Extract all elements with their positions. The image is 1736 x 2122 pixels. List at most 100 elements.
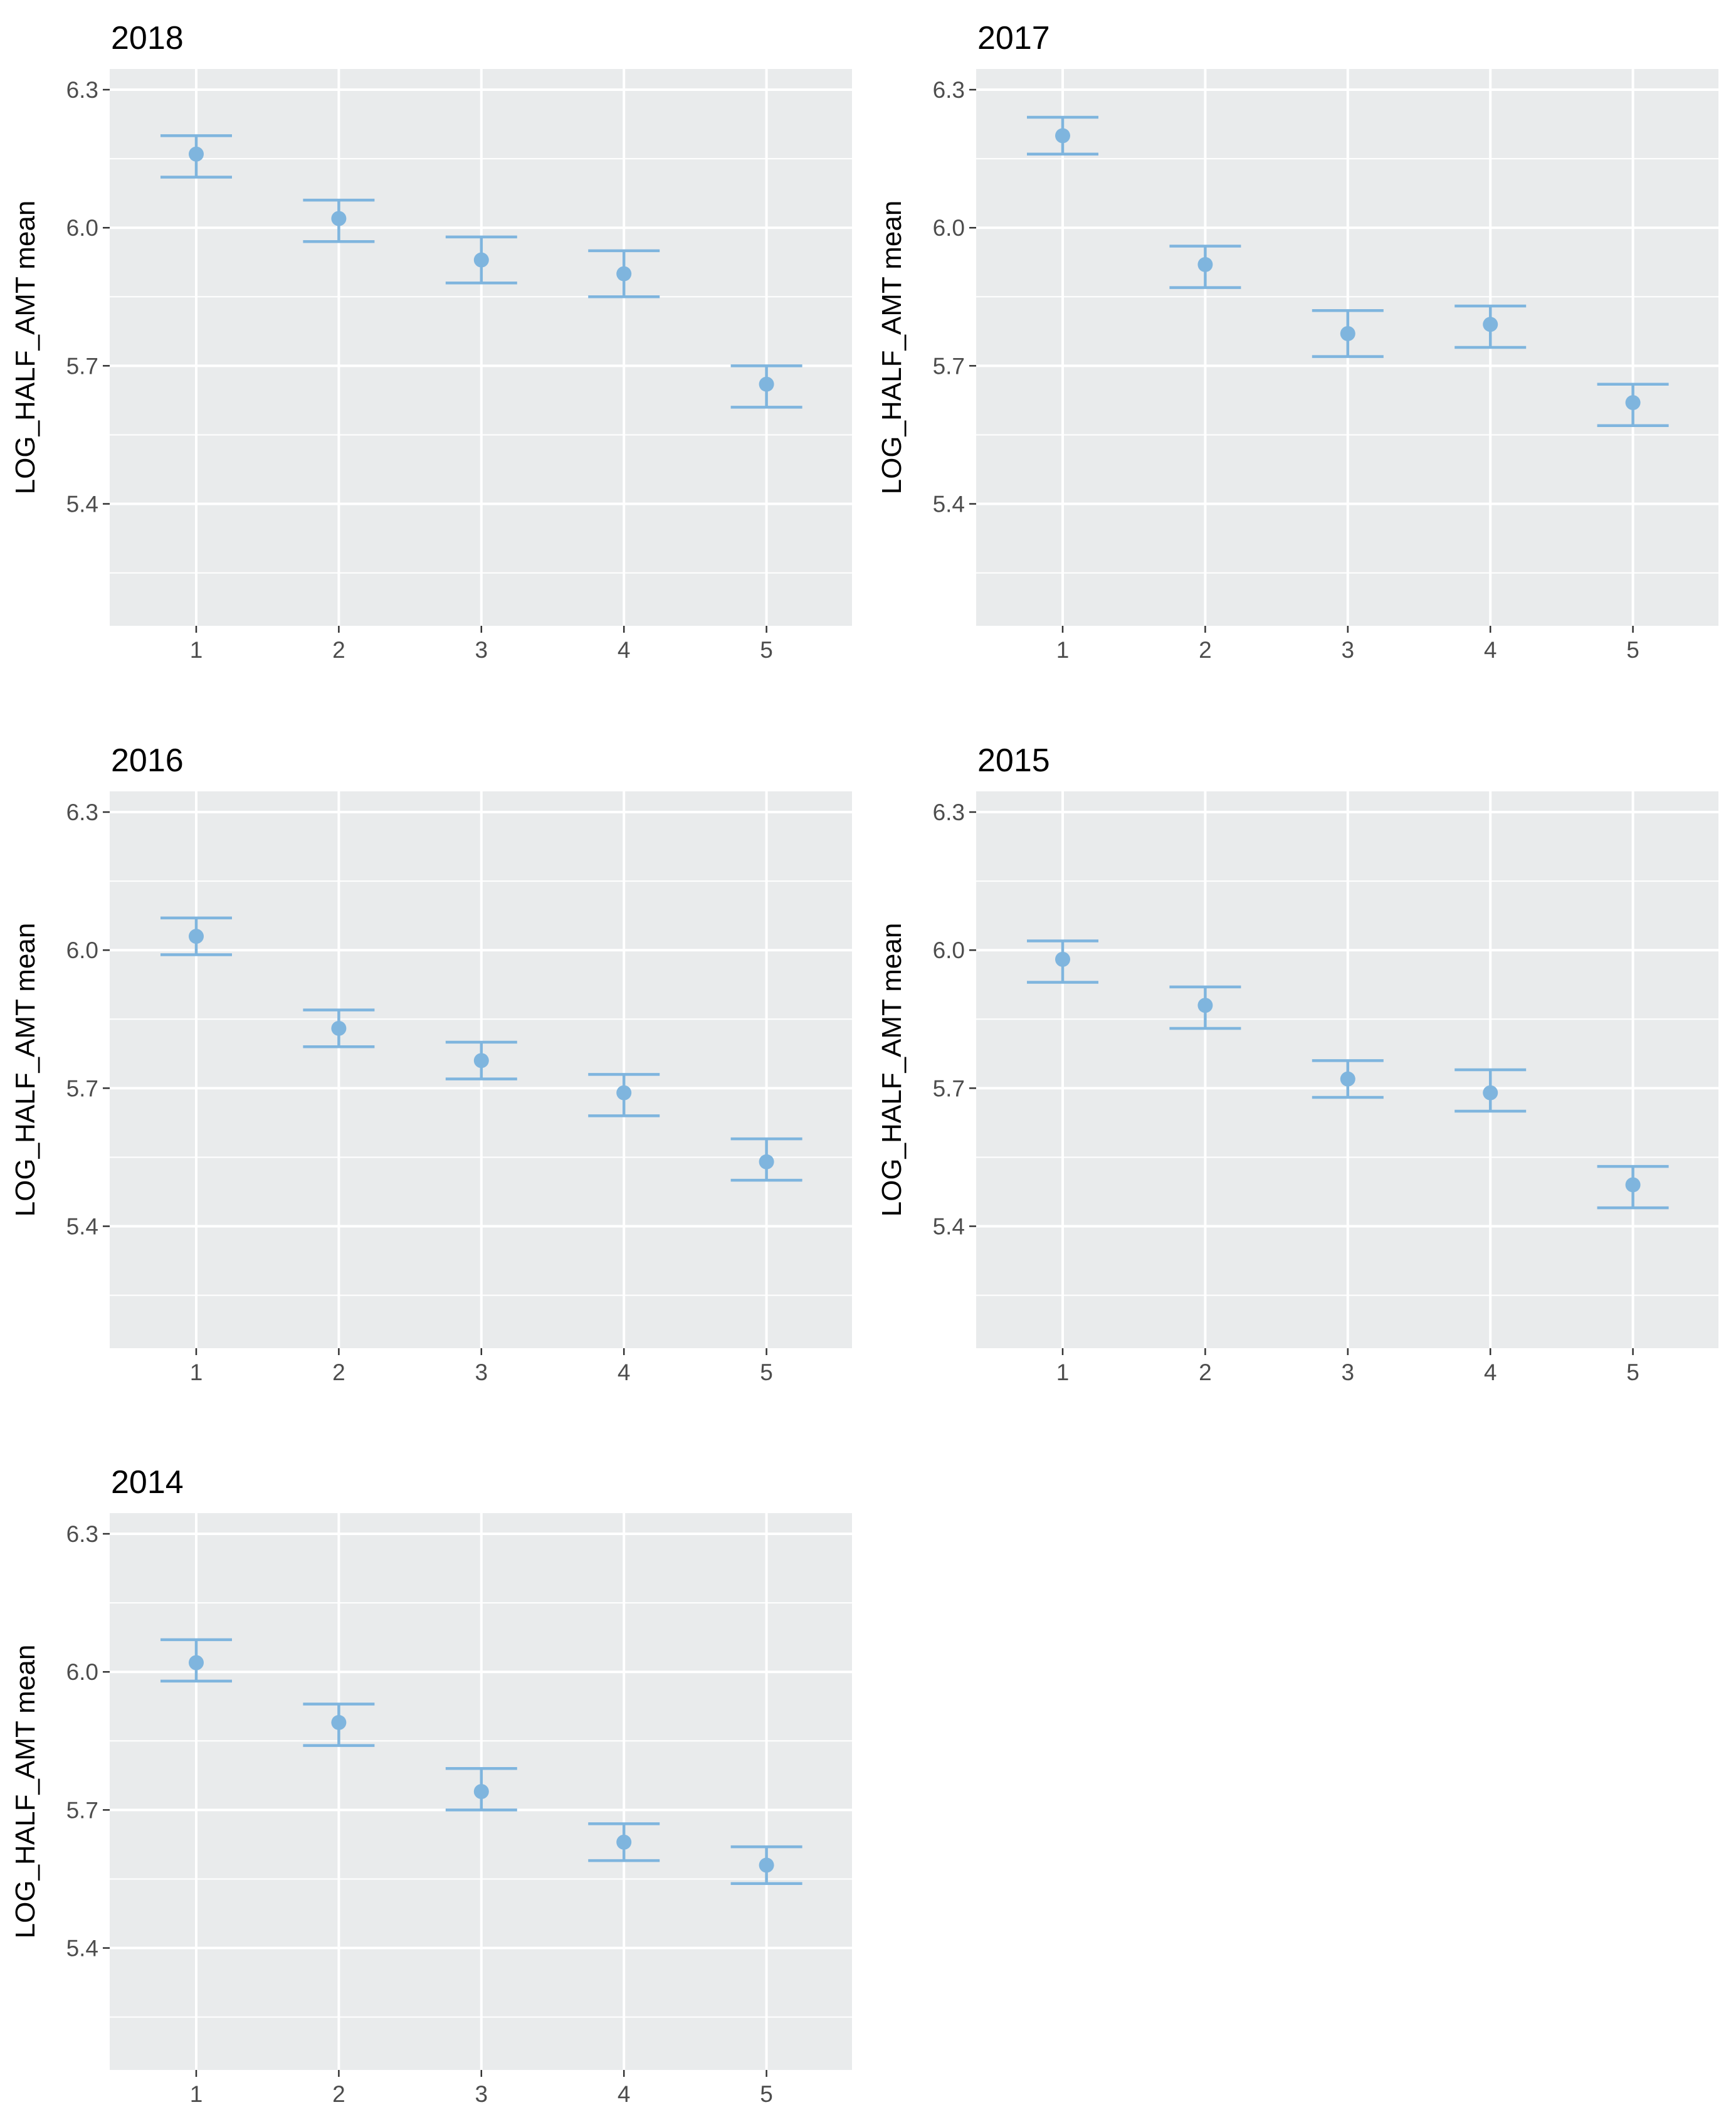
data-point bbox=[1055, 128, 1070, 144]
error-bar bbox=[1455, 1068, 1527, 1113]
data-point bbox=[473, 1784, 489, 1799]
error-bar bbox=[730, 1845, 802, 1886]
error-bar bbox=[730, 364, 802, 409]
data-point bbox=[616, 1085, 632, 1101]
error-bar bbox=[303, 1702, 375, 1747]
y-tick-label: 6.3 bbox=[66, 1521, 98, 1547]
x-tick-label: 3 bbox=[1342, 1359, 1355, 1385]
x-tick-label: 1 bbox=[190, 1359, 203, 1385]
x-tick-label: 5 bbox=[760, 637, 773, 663]
error-bar bbox=[1312, 309, 1384, 358]
data-point bbox=[331, 211, 347, 226]
x-tick-label: 3 bbox=[1342, 637, 1355, 663]
x-tick-label: 2 bbox=[1199, 1359, 1212, 1385]
y-tick-label: 6.0 bbox=[933, 215, 965, 241]
y-tick-label: 6.3 bbox=[933, 77, 965, 103]
panel-title: 2017 bbox=[977, 20, 1050, 56]
error-bar bbox=[1027, 939, 1098, 984]
data-point bbox=[1625, 395, 1641, 411]
error-bar bbox=[160, 1638, 232, 1683]
y-tick-label: 5.7 bbox=[933, 353, 965, 379]
data-point bbox=[1483, 1085, 1498, 1101]
error-bar bbox=[303, 1008, 375, 1048]
data-point bbox=[473, 1053, 489, 1069]
error-bar bbox=[1169, 245, 1241, 289]
y-axis-label: LOG_HALF_AMT mean bbox=[10, 1645, 41, 1939]
data-point bbox=[1625, 1177, 1641, 1193]
error-bar bbox=[1312, 1059, 1384, 1099]
x-tick-label: 3 bbox=[475, 637, 488, 663]
data-point bbox=[1483, 317, 1498, 332]
data-point bbox=[1340, 325, 1355, 341]
data-point bbox=[331, 1714, 347, 1730]
data-point bbox=[759, 1154, 774, 1169]
panel-title: 2016 bbox=[111, 742, 184, 779]
error-bar bbox=[1455, 304, 1527, 349]
data-point bbox=[189, 1655, 204, 1671]
y-tick-label: 5.4 bbox=[66, 1936, 98, 1961]
x-tick-label: 4 bbox=[1484, 637, 1497, 663]
y-tick-label: 5.7 bbox=[66, 1797, 98, 1823]
data-point bbox=[1340, 1071, 1355, 1087]
error-bar bbox=[1027, 115, 1098, 156]
error-bar bbox=[445, 235, 517, 285]
x-tick-label: 2 bbox=[1199, 637, 1212, 663]
x-tick-label: 1 bbox=[190, 2081, 203, 2107]
panel-title: 2018 bbox=[111, 20, 184, 56]
y-tick-label: 6.0 bbox=[933, 937, 965, 963]
y-tick-label: 5.4 bbox=[66, 492, 98, 517]
y-axis-label: LOG_HALF_AMT mean bbox=[876, 923, 907, 1217]
y-tick-label: 6.0 bbox=[66, 937, 98, 963]
panel-2015: 5.4 5.7 6.0 6.3 1 2 3 4 5 2015 LOG_HALF_AMT mean bbox=[876, 742, 1718, 1385]
panel-2016: 5.4 5.7 6.0 6.3 1 2 3 4 5 2016 LOG_HALF_AMT mean bbox=[10, 742, 852, 1385]
x-tick-label: 1 bbox=[1056, 1359, 1070, 1385]
error-bar bbox=[1169, 985, 1241, 1030]
x-tick-label: 4 bbox=[618, 1359, 631, 1385]
panel-2017: 5.4 5.7 6.0 6.3 1 2 3 4 5 2017 LOG_HALF_AMT mean bbox=[876, 20, 1718, 663]
y-tick-label: 5.4 bbox=[933, 1214, 965, 1240]
x-tick-label: 4 bbox=[618, 637, 631, 663]
error-bar bbox=[160, 916, 232, 956]
y-axis-label: LOG_HALF_AMT mean bbox=[10, 201, 41, 495]
x-tick-label: 4 bbox=[1484, 1359, 1497, 1385]
panel-title: 2014 bbox=[111, 1464, 184, 1501]
x-tick-label: 3 bbox=[475, 1359, 488, 1385]
x-tick-label: 1 bbox=[1056, 637, 1070, 663]
x-tick-label: 5 bbox=[1626, 1359, 1639, 1385]
error-bar bbox=[445, 1040, 517, 1080]
error-bar bbox=[588, 249, 660, 298]
y-tick-label: 6.3 bbox=[933, 800, 965, 825]
y-tick-label: 5.7 bbox=[66, 1075, 98, 1101]
x-tick-label: 5 bbox=[760, 2081, 773, 2107]
y-tick-label: 6.3 bbox=[66, 77, 98, 103]
data-point bbox=[616, 1834, 632, 1850]
panel-title: 2015 bbox=[977, 742, 1050, 779]
data-point bbox=[1055, 951, 1070, 967]
panel-2014: 5.4 5.7 6.0 6.3 1 2 3 4 5 2014 LOG_HALF_AMT mean bbox=[10, 1464, 852, 2107]
data-point bbox=[189, 929, 204, 944]
data-point bbox=[331, 1020, 347, 1036]
error-bar bbox=[1597, 1164, 1669, 1210]
x-tick-label: 3 bbox=[475, 2081, 488, 2107]
data-point bbox=[189, 146, 204, 162]
x-tick-label: 5 bbox=[760, 1359, 773, 1385]
data-point bbox=[473, 252, 489, 268]
error-bar bbox=[588, 1822, 660, 1862]
x-tick-label: 2 bbox=[332, 2081, 345, 2107]
error-bar bbox=[588, 1073, 660, 1117]
x-tick-label: 1 bbox=[190, 637, 203, 663]
error-bar bbox=[160, 134, 232, 179]
data-point bbox=[759, 1857, 774, 1873]
y-tick-label: 5.4 bbox=[66, 1214, 98, 1240]
x-tick-label: 4 bbox=[618, 2081, 631, 2107]
error-bar bbox=[730, 1137, 802, 1182]
error-bar bbox=[303, 198, 375, 243]
panel-2018: 5.4 5.7 6.0 6.3 1 2 3 4 5 2018 LOG_HALF_AMT mean bbox=[10, 20, 852, 663]
data-point bbox=[759, 376, 774, 392]
y-tick-label: 5.4 bbox=[933, 492, 965, 517]
data-point bbox=[1197, 998, 1213, 1013]
x-tick-label: 2 bbox=[332, 1359, 345, 1385]
x-tick-label: 5 bbox=[1626, 637, 1639, 663]
y-tick-label: 5.7 bbox=[66, 353, 98, 379]
